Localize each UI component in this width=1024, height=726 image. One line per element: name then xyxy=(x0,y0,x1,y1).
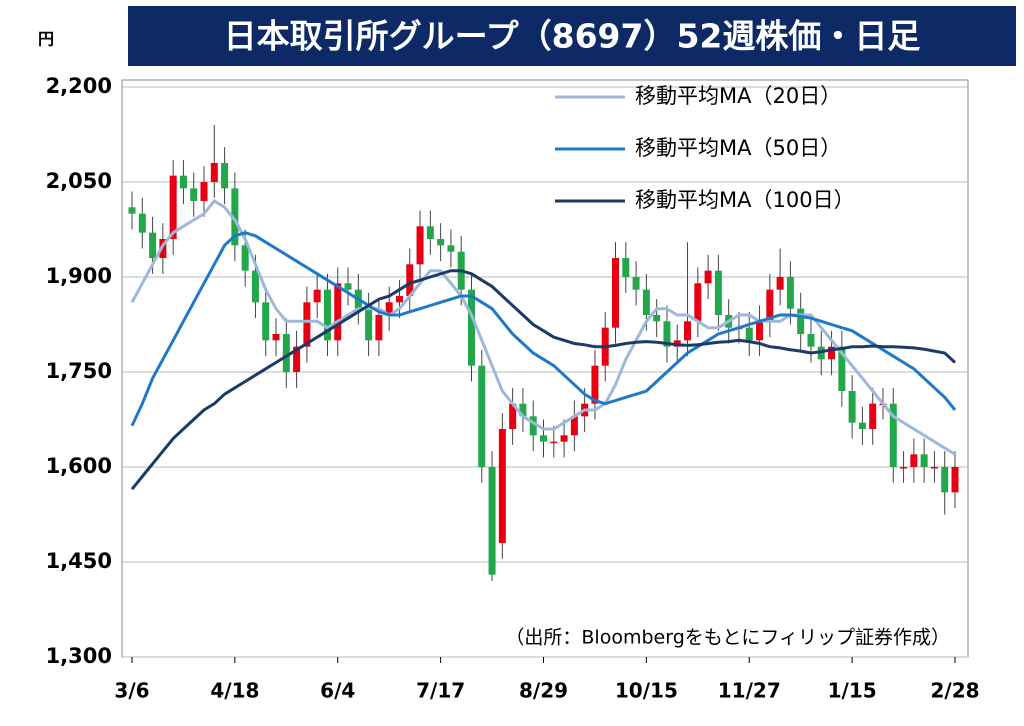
candle-body xyxy=(838,346,846,391)
source-note: （出所：Bloombergをもとにフィリップ証券作成） xyxy=(505,627,950,649)
moving-average-line xyxy=(130,199,956,456)
candle-body xyxy=(622,258,630,277)
candle-body xyxy=(951,467,959,493)
candle-body xyxy=(190,188,198,201)
candle-body xyxy=(529,416,537,436)
candle-body xyxy=(900,467,908,469)
candle-body xyxy=(591,365,599,404)
candle-body xyxy=(406,264,414,296)
candle-body xyxy=(684,321,692,341)
candle-body xyxy=(570,416,578,436)
candle-body xyxy=(889,403,897,467)
candle-body xyxy=(313,289,321,303)
candle-body xyxy=(540,435,547,442)
candle-body xyxy=(745,327,753,341)
candle-body xyxy=(519,403,527,417)
candle-body xyxy=(437,239,445,246)
y-tick-label: 1,450 xyxy=(46,549,112,573)
candle-body xyxy=(632,277,640,290)
candle-body xyxy=(642,289,650,315)
candle-body xyxy=(303,302,311,347)
candle-body xyxy=(138,213,146,233)
legend-label: 移動平均MA（50日） xyxy=(635,136,841,160)
candle-body xyxy=(169,175,177,239)
candle-body xyxy=(365,308,373,341)
candle-body xyxy=(714,270,722,315)
candle-body xyxy=(231,188,239,246)
candle-body xyxy=(941,467,949,493)
candle-body xyxy=(200,182,208,201)
candle-body xyxy=(488,467,496,575)
candle-body xyxy=(447,245,455,252)
candle-body xyxy=(694,283,702,322)
candle-body xyxy=(858,422,866,429)
x-tick-label: 11/27 xyxy=(718,679,781,703)
candle-body xyxy=(128,207,136,214)
candle-body xyxy=(478,365,486,467)
candle-body xyxy=(416,226,424,265)
y-tick-label: 1,900 xyxy=(46,264,112,288)
chart-title: 日本取引所グループ（8697）52週株価・日足 xyxy=(224,17,921,56)
x-tick-label: 6/4 xyxy=(320,679,355,703)
x-tick-label: 10/15 xyxy=(615,679,678,703)
candle-body xyxy=(920,454,928,467)
candle-body xyxy=(612,258,620,328)
candle-body xyxy=(560,435,568,442)
candle-body xyxy=(385,302,393,315)
candle-body xyxy=(293,346,301,372)
candle-body xyxy=(272,334,280,341)
y-tick-label: 2,200 xyxy=(46,74,112,98)
candle-body xyxy=(262,302,270,341)
moving-average-line xyxy=(130,231,957,427)
y-tick-label: 2,050 xyxy=(46,169,112,193)
x-tick-label: 8/29 xyxy=(519,679,568,703)
candle-body xyxy=(344,283,352,290)
candle-body xyxy=(241,245,249,271)
candle-body xyxy=(498,429,506,543)
candle-body xyxy=(334,283,342,341)
candle-body xyxy=(509,403,517,429)
candle-body xyxy=(282,334,290,372)
candle-body xyxy=(766,289,774,322)
moving-average-line xyxy=(130,269,957,491)
candle-body xyxy=(375,315,383,341)
legend-label: 移動平均MA（20日） xyxy=(635,84,841,108)
candle-body xyxy=(426,226,434,239)
candle-body xyxy=(251,270,259,303)
candle-body xyxy=(149,232,157,258)
y-tick-label: 1,600 xyxy=(46,454,112,478)
candle-body xyxy=(930,467,938,469)
candle-body xyxy=(653,315,661,322)
candle-body xyxy=(786,277,794,309)
candle-body xyxy=(467,289,475,366)
candle-body xyxy=(210,163,218,182)
x-tick-label: 3/6 xyxy=(114,679,149,703)
x-tick-label: 1/15 xyxy=(828,679,877,703)
x-tick-label: 2/28 xyxy=(930,679,979,703)
candle-body xyxy=(704,270,712,284)
candle-body xyxy=(395,296,403,303)
y-unit: 円 xyxy=(38,30,54,49)
candle-body xyxy=(663,321,671,347)
candle-body xyxy=(179,175,187,189)
title-banner xyxy=(128,6,1016,66)
candle-body xyxy=(797,308,805,334)
x-tick-label: 7/17 xyxy=(416,679,465,703)
candle-body xyxy=(848,391,856,423)
y-tick-label: 1,300 xyxy=(46,644,112,668)
candle-body xyxy=(221,163,229,189)
x-tick-label: 4/18 xyxy=(210,679,259,703)
y-tick-label: 1,750 xyxy=(46,359,112,383)
candle-body xyxy=(756,321,764,341)
candle-body xyxy=(807,334,815,347)
legend-label: 移動平均MA（100日） xyxy=(635,188,855,212)
candle-body xyxy=(776,277,784,290)
candle-body xyxy=(828,346,836,360)
candle-body xyxy=(323,289,331,341)
candle-body xyxy=(910,454,918,467)
candle-body xyxy=(869,403,877,429)
candle-body xyxy=(550,441,558,444)
